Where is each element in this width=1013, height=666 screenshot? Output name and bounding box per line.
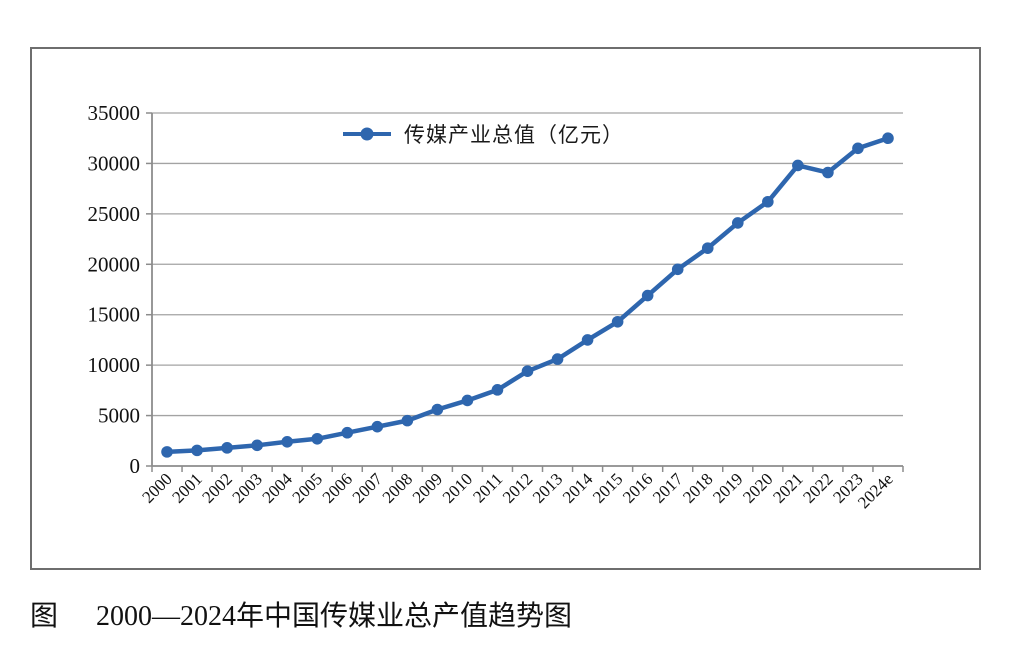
data-point-2022 xyxy=(822,166,834,179)
y-tick-label-0: 0 xyxy=(130,454,141,478)
data-point-2009 xyxy=(431,403,444,416)
data-point-2023 xyxy=(852,142,864,155)
x-tick-label-2006: 2006 xyxy=(319,469,356,506)
y-tick-label-5000: 5000 xyxy=(98,404,140,428)
x-tick-label-2022: 2022 xyxy=(799,469,836,506)
y-tick-label-25000: 25000 xyxy=(88,202,141,226)
x-tick-label-2013: 2013 xyxy=(529,469,566,506)
x-tick-label-2002: 2002 xyxy=(198,469,235,506)
data-point-2003 xyxy=(251,439,263,452)
x-tick-label-2003: 2003 xyxy=(228,469,265,506)
data-point-2012 xyxy=(521,365,534,377)
x-tick-label-2004: 2004 xyxy=(259,469,297,507)
figure-caption-prefix: 图 xyxy=(30,601,59,632)
x-tick-label-2001: 2001 xyxy=(168,469,205,506)
x-tick-label-2008: 2008 xyxy=(379,469,416,506)
data-point-2007 xyxy=(371,420,384,433)
data-point-2015 xyxy=(611,315,624,328)
x-tick-label-2000: 2000 xyxy=(138,469,175,506)
data-point-2013 xyxy=(551,353,564,365)
data-point-2014 xyxy=(581,334,594,346)
data-point-2016 xyxy=(641,289,654,302)
x-tick-label-2011: 2011 xyxy=(469,469,506,506)
y-tick-label-15000: 15000 xyxy=(88,303,141,327)
data-point-2017 xyxy=(671,263,684,276)
x-tick-label-2009: 2009 xyxy=(409,469,446,506)
x-tick-label-2017: 2017 xyxy=(649,469,687,507)
data-point-2000 xyxy=(161,446,173,458)
data-point-2010 xyxy=(461,394,474,407)
x-tick-label-2007: 2007 xyxy=(349,469,387,507)
chart-figure-box: 0 5000 10000 15000 20000 25000 30000 35000 2000 2… xyxy=(30,47,981,570)
data-point-2024e xyxy=(882,132,894,145)
y-tick-label-10000: 10000 xyxy=(88,353,141,377)
line-chart-canvas: 0500010000150002000025000300003500020002… xyxy=(88,101,904,512)
x-tick-label-2018: 2018 xyxy=(679,469,716,506)
figure-caption-text: 2000—2024年中国传媒业总产值趋势图 xyxy=(96,601,573,632)
data-point-2019 xyxy=(731,217,744,229)
chart-legend: 传媒产业总值（亿元） xyxy=(342,119,624,149)
data-point-2021 xyxy=(792,159,804,172)
x-tick-label-2019: 2019 xyxy=(709,469,746,506)
x-tick-label-2020: 2020 xyxy=(739,469,776,506)
x-tick-label-2005: 2005 xyxy=(289,469,326,506)
data-point-2008 xyxy=(401,414,414,427)
data-point-2004 xyxy=(281,435,293,448)
y-tick-label-20000: 20000 xyxy=(88,252,141,276)
x-tick-label-2010: 2010 xyxy=(439,469,476,506)
legend-line-marker-icon xyxy=(343,127,391,141)
data-point-2005 xyxy=(311,432,324,445)
x-tick-label-2015: 2015 xyxy=(589,469,626,506)
y-tick-label-35000: 35000 xyxy=(88,101,141,125)
data-point-2020 xyxy=(762,195,774,208)
data-point-2018 xyxy=(701,242,714,254)
x-tick-label-2012: 2012 xyxy=(499,469,536,506)
data-point-2006 xyxy=(341,426,354,439)
x-tick-label-2016: 2016 xyxy=(619,469,656,506)
series-line xyxy=(164,135,891,455)
x-tick-label-2014: 2014 xyxy=(559,469,597,507)
x-tick-label-2021: 2021 xyxy=(769,469,806,506)
y-tick-label-30000: 30000 xyxy=(88,151,141,175)
data-point-2011 xyxy=(491,384,504,396)
legend-series-label: 传媒产业总值（亿元） xyxy=(404,123,624,147)
data-point-2002 xyxy=(221,442,233,454)
data-point-2001 xyxy=(191,444,203,457)
x-tick-label-2024e: 2024e xyxy=(854,469,897,512)
figure-caption: 图 2000—2024年中国传媒业总产值趋势图 xyxy=(30,594,572,634)
